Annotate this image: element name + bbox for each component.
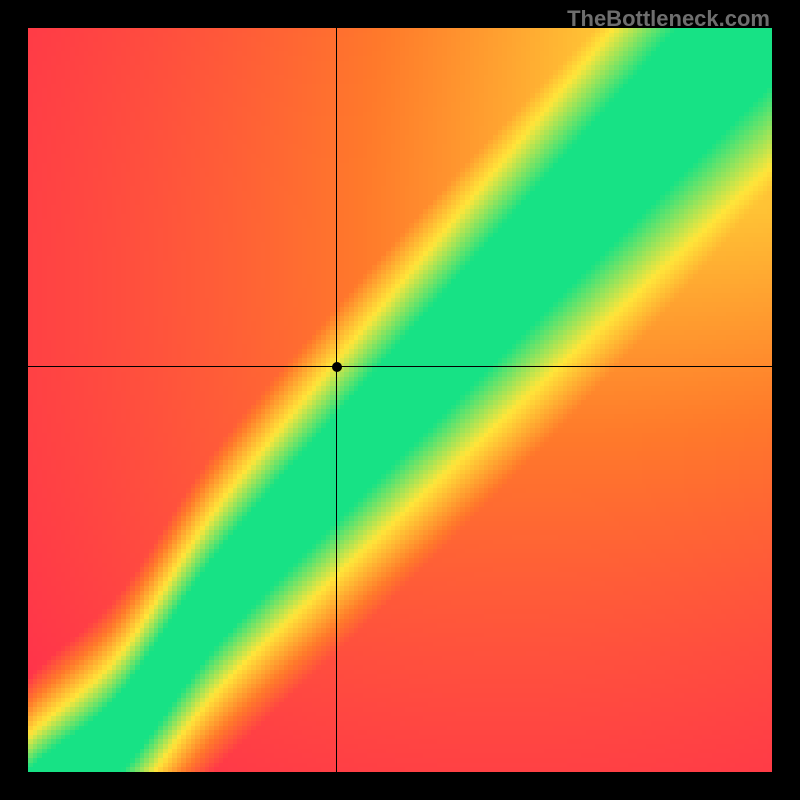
bottleneck-heatmap [28, 28, 772, 772]
watermark-text: TheBottleneck.com [567, 6, 770, 32]
selected-point-marker [332, 362, 342, 372]
chart-container: TheBottleneck.com [0, 0, 800, 800]
crosshair-horizontal [28, 366, 772, 367]
crosshair-vertical [336, 28, 337, 772]
